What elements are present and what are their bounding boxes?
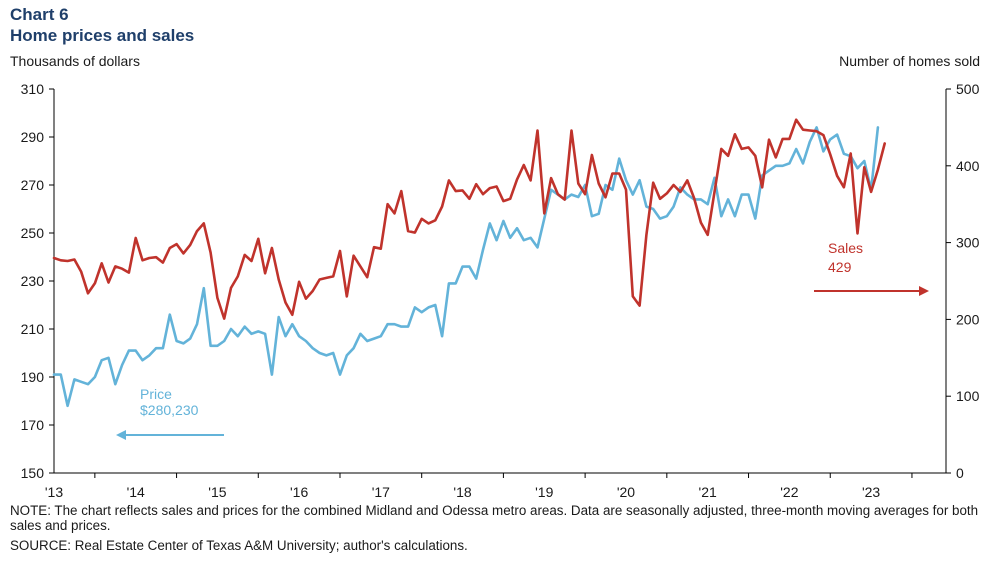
x-tick-label: '16: [290, 484, 308, 500]
x-tick-label: '20: [617, 484, 635, 500]
x-tick-label: '15: [208, 484, 226, 500]
right-tick-label: 400: [956, 158, 980, 174]
price-value: $280,230: [140, 402, 199, 418]
chart-note: NOTE: The chart reflects sales and price…: [10, 503, 979, 533]
left-tick-label: 190: [21, 369, 45, 385]
annotations: Price $280,230 Sales 429: [116, 240, 929, 440]
sales-series-line: [52, 118, 887, 320]
left-tick-label: 230: [21, 273, 45, 289]
x-tick-label: '23: [862, 484, 880, 500]
right-tick-label: 200: [956, 311, 980, 327]
sales-arrow: [814, 286, 929, 296]
x-tick-label: '18: [453, 484, 471, 500]
x-tick-label: '14: [127, 484, 145, 500]
left-tick-label: 310: [21, 81, 45, 97]
right-tick-label: 100: [956, 388, 980, 404]
left-tick-label: 170: [21, 417, 45, 433]
left-axis-title: Thousands of dollars: [10, 53, 140, 69]
right-tick-label: 500: [956, 81, 980, 97]
left-tick-label: 150: [21, 465, 45, 481]
chart-source: SOURCE: Real Estate Center of Texas A&M …: [10, 538, 468, 553]
chart-number: Chart 6: [10, 5, 69, 24]
left-tick-label: 210: [21, 321, 45, 337]
x-tick-label: '21: [699, 484, 717, 500]
sales-label: Sales: [828, 240, 863, 256]
right-tick-label: 300: [956, 235, 980, 251]
x-tick-label: '22: [780, 484, 798, 500]
left-tick-label: 270: [21, 177, 45, 193]
price-arrow: [116, 430, 224, 440]
price-label: Price: [140, 386, 172, 402]
left-tick-label: 250: [21, 225, 45, 241]
chart-plot: 150 170 190 210 230 250 270 290 310 0 100 200 300 400…: [21, 81, 980, 500]
right-tick-label: 0: [956, 465, 964, 481]
sales-value: 429: [828, 259, 852, 275]
x-tick-label: '13: [45, 484, 63, 500]
x-tick-label: '17: [372, 484, 390, 500]
left-tick-label: 290: [21, 129, 45, 145]
axes: 150 170 190 210 230 250 270 290 310 0 100 200 300 400…: [21, 81, 980, 500]
x-tick-label: '19: [535, 484, 553, 500]
price-series-line: [52, 126, 880, 408]
series-layer: [52, 118, 887, 408]
right-axis-title: Number of homes sold: [839, 53, 980, 69]
chart-title: Home prices and sales: [10, 26, 195, 45]
